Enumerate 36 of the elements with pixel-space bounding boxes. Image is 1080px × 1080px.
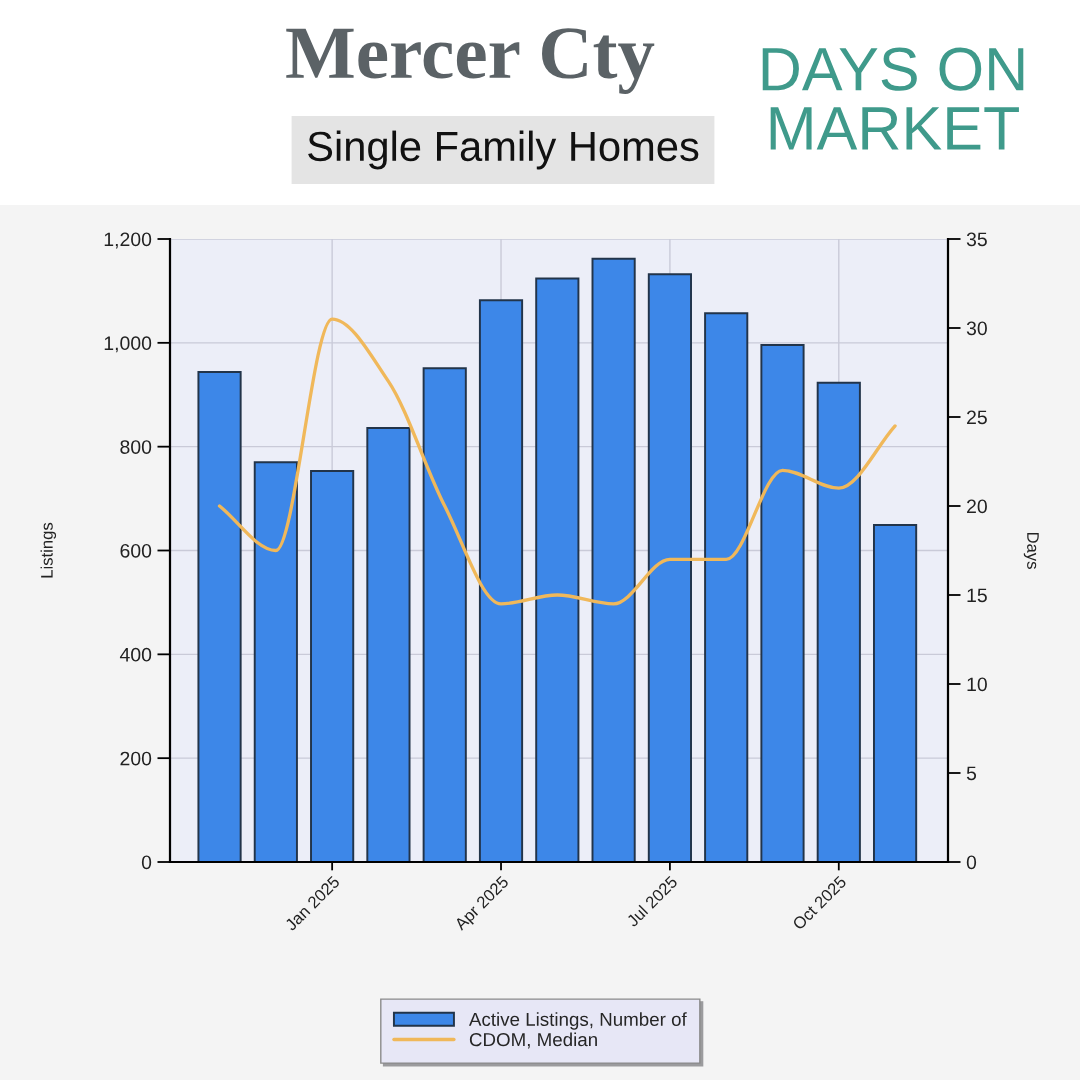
legend-label: CDOM, Median <box>469 1032 597 1049</box>
bar <box>591 257 636 862</box>
bar <box>366 427 411 862</box>
bar <box>310 470 355 862</box>
y-tick-label: 600 <box>120 543 152 558</box>
y2-tick-label: 30 <box>966 321 987 336</box>
y2-axis-title: Days <box>1023 532 1039 569</box>
y2-tick-label: 35 <box>966 232 987 247</box>
line-series <box>217 317 897 606</box>
bar <box>478 299 524 862</box>
bar <box>422 367 467 862</box>
y-axis-title: Listings <box>40 522 57 578</box>
y2-tick-label: 10 <box>967 677 987 692</box>
bar <box>647 273 692 862</box>
y-tick-label: 200 <box>120 751 152 766</box>
bar <box>873 524 918 862</box>
y2-tick-label: 15 <box>967 588 987 603</box>
bar <box>535 277 580 862</box>
chart-subtitle: Single Family Homes <box>308 130 699 170</box>
text: DAYS ON MARKET <box>762 47 1024 150</box>
y2-tick-label: 20 <box>967 499 987 514</box>
y-tick-label: 1,200 <box>104 232 152 249</box>
y2-tick-label: 25 <box>967 410 987 425</box>
y2-tick-label: 5 <box>966 766 977 781</box>
bar <box>760 343 805 862</box>
y-tick-label: 800 <box>120 440 152 454</box>
y2-tick-label: 0 <box>966 855 977 870</box>
y-tick-label: 400 <box>119 647 152 662</box>
bar <box>197 370 242 862</box>
legend-label: Active Listings, Number of <box>468 1012 687 1030</box>
y-tick-label: 0 <box>141 855 152 870</box>
bar <box>704 312 749 862</box>
bar <box>253 461 298 862</box>
y-tick-label: 1,000 <box>104 336 152 353</box>
chart-title: Mercer Cty <box>286 28 655 95</box>
bar <box>816 381 861 862</box>
